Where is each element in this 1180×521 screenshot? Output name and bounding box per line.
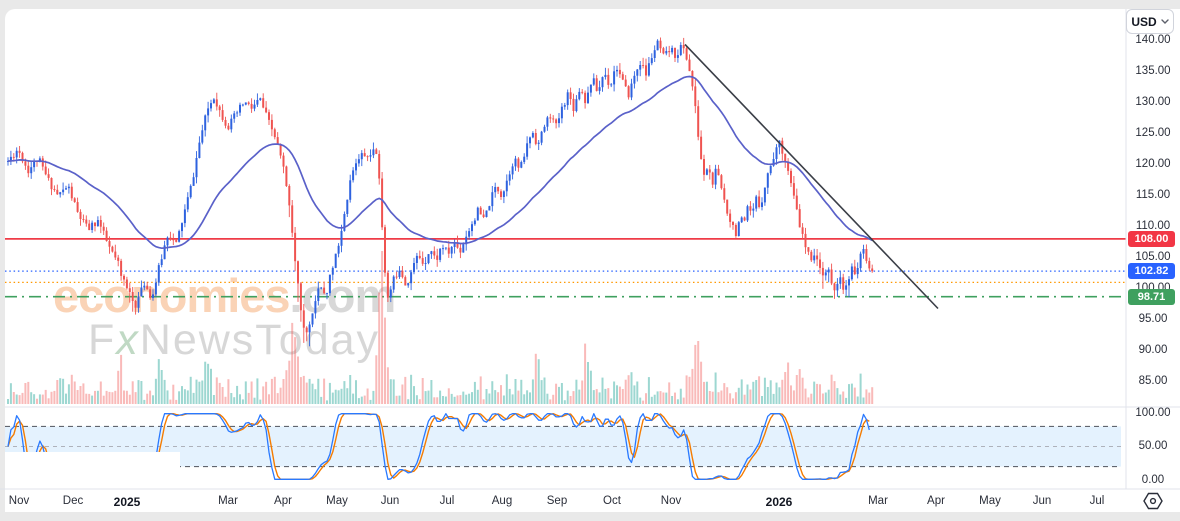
- time-axis-month-label: May: [979, 495, 1001, 507]
- price-axis[interactable]: 140.00 135.00 130.00 125.00 120.00 115.00 110.…: [1126, 9, 1180, 512]
- price-tick-label: 135.00: [1135, 64, 1171, 77]
- currency-selector-button[interactable]: USD: [1126, 9, 1174, 34]
- watermark-rest: NewsToday: [139, 316, 381, 364]
- hexagon-logo-icon[interactable]: [1143, 491, 1163, 511]
- time-axis-month-label: May: [326, 495, 348, 507]
- chevron-down-icon: [1160, 19, 1169, 24]
- price-level-badge: 102.82: [1128, 263, 1175, 280]
- price-tick-label: 85.00: [1138, 375, 1168, 388]
- time-axis-month-label: Nov: [8, 495, 30, 507]
- watermark-f: F: [88, 316, 117, 364]
- price-level-badge: 98.71: [1128, 288, 1175, 305]
- time-axis-month-label: Mar: [218, 495, 238, 507]
- time-axis-month-label: Jul: [439, 495, 455, 507]
- time-axis-month-label: Jul: [1089, 495, 1105, 507]
- price-tick-label: 110.00: [1135, 219, 1171, 232]
- time-axis-month-label: Jun: [380, 495, 400, 507]
- time-axis-month-label: Oct: [603, 495, 621, 507]
- watermark-fxnewstoday: FxNewsToday: [88, 316, 380, 365]
- price-tick-label: 120.00: [1135, 157, 1171, 170]
- price-tick-label: 115.00: [1135, 188, 1171, 201]
- oscillator-tick-label: 50.00: [1138, 440, 1168, 452]
- time-axis-month-label: Apr: [927, 495, 945, 507]
- price-tick-label: 90.00: [1138, 344, 1168, 357]
- watermark-domain: .com: [289, 269, 397, 322]
- time-axis-month-label: Nov: [660, 495, 682, 507]
- price-tick-label: 140.00: [1135, 33, 1171, 46]
- oscillator-tick-label: 100.00: [1135, 406, 1171, 419]
- time-axis-month-label: Aug: [491, 495, 513, 507]
- time-axis-year-label: 2025: [113, 495, 141, 509]
- price-level-badge: 108.00: [1128, 230, 1175, 247]
- time-axis-month-label: Sep: [546, 495, 568, 507]
- price-tick-label: 95.00: [1138, 313, 1168, 326]
- time-axis-month-label: Mar: [868, 495, 888, 507]
- price-tick-label: 125.00: [1135, 126, 1171, 139]
- price-tick-label: 105.00: [1135, 251, 1171, 264]
- time-axis-month-label: Jun: [1032, 495, 1052, 507]
- currency-label: USD: [1131, 14, 1157, 29]
- oscillator-tick-label: 0.00: [1141, 473, 1165, 486]
- price-tick-label: 130.00: [1135, 95, 1171, 108]
- time-axis[interactable]: Nov Dec 2025 Mar Apr May Jun Jul Aug Sep Oct Nov 202…: [0, 489, 1180, 512]
- chart-card: [5, 9, 1180, 512]
- watermark-economies: economies: [53, 269, 291, 322]
- time-axis-year-label: 2026: [765, 495, 793, 509]
- time-axis-month-label: Apr: [274, 495, 292, 507]
- watermark-brand: economies.com: [53, 268, 397, 323]
- time-axis-month-label: Dec: [62, 495, 84, 507]
- watermark-x: x: [116, 316, 140, 364]
